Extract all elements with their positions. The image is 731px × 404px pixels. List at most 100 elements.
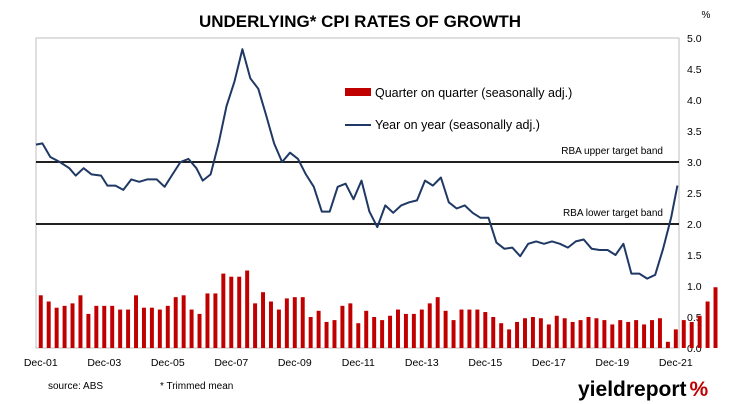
bar [118, 309, 123, 348]
bar [356, 323, 361, 348]
bar [689, 321, 694, 348]
bar [181, 295, 186, 348]
reference-line-label: RBA lower target band [563, 208, 663, 219]
bar [380, 320, 385, 348]
bar [173, 297, 178, 348]
svg-text:yieldreport%: yieldreport% [578, 378, 709, 401]
y-tick-label: 3.0 [687, 157, 702, 169]
x-tick-label: Dec-21 [659, 357, 693, 369]
chart-title: UNDERLYING* CPI RATES OF GROWTH [199, 12, 521, 31]
bar [594, 318, 599, 348]
legend-swatch-quarter-on-quarter [345, 88, 371, 96]
y-tick-label: 4.5 [687, 64, 702, 76]
bar [546, 324, 551, 348]
bar [554, 315, 559, 348]
bar [276, 309, 281, 348]
reference-line-label: RBA upper target band [561, 146, 663, 157]
bar [332, 320, 337, 348]
bar [102, 305, 107, 348]
bar [515, 321, 520, 348]
logo-text-yield: yield [578, 378, 626, 401]
y-tick-label: 2.0 [687, 219, 702, 231]
bar [348, 303, 353, 348]
bar [308, 317, 313, 348]
bar [388, 315, 393, 348]
x-tick-label: Dec-03 [87, 357, 121, 369]
trimmed-mean-note: * Trimmed mean [160, 381, 233, 392]
bar [713, 287, 718, 348]
bar [427, 303, 432, 348]
bar [396, 309, 400, 348]
bar [665, 341, 670, 348]
logo-percent-icon: % [690, 378, 709, 401]
bar [419, 309, 424, 348]
x-tick-label: Dec-07 [214, 357, 248, 369]
bar [499, 323, 504, 348]
bar [54, 307, 59, 348]
bar [70, 303, 75, 348]
x-axis: Dec-01 Dec-03 Dec-05 Dec-07 Dec-09 Dec-11 Dec-… [24, 357, 693, 369]
x-tick-label: Dec-11 [342, 357, 375, 369]
bar [562, 318, 567, 348]
bar [372, 317, 377, 348]
bar [602, 320, 607, 348]
bar [578, 320, 583, 348]
bar [292, 297, 297, 348]
bar [300, 297, 305, 348]
y-tick-label: 1.5 [687, 250, 702, 262]
legend-label-quarter-on-quarter: Quarter on quarter (seasonally adj.) [375, 86, 572, 100]
bar [261, 292, 266, 348]
y-axis-unit-label: % [702, 10, 711, 21]
x-tick-label: Dec-01 [24, 357, 58, 369]
bar [221, 273, 226, 348]
bar [94, 305, 99, 348]
x-tick-label: Dec-15 [468, 357, 502, 369]
bar [642, 324, 647, 348]
bar [364, 310, 369, 348]
bar [197, 313, 202, 348]
bar [697, 315, 702, 348]
bar [284, 298, 289, 348]
bar [149, 307, 154, 348]
y-tick-label: 5.0 [687, 33, 702, 45]
bar [673, 329, 678, 348]
source-note: source: ABS [48, 381, 103, 392]
bar [46, 301, 51, 348]
y-tick-label: 3.5 [687, 126, 702, 138]
bar [268, 301, 273, 348]
bar [62, 305, 67, 348]
bar [570, 321, 575, 348]
bar [610, 324, 615, 348]
legend-label-year-on-year: Year on year (seasonally adj.) [375, 118, 540, 132]
bar [530, 317, 535, 348]
bar-series [38, 270, 718, 348]
bar [459, 309, 464, 348]
bar [705, 301, 710, 348]
bar [205, 293, 210, 348]
bar [245, 270, 250, 348]
bar [586, 317, 591, 348]
bar [237, 276, 242, 348]
series-line [35, 48, 679, 280]
bar [229, 276, 234, 348]
bar [316, 310, 321, 348]
bar [253, 303, 258, 348]
bar [657, 318, 662, 348]
reference-lines: RBA upper target band RBA lower target ba… [36, 146, 679, 225]
x-tick-label: Dec-05 [151, 357, 185, 369]
bar [634, 320, 639, 348]
legend: Quarter on quarter (seasonally adj.) Yea… [345, 86, 572, 132]
y-tick-label: 1.0 [687, 281, 702, 293]
bar [126, 309, 131, 348]
bar [618, 320, 623, 348]
bar [86, 313, 91, 348]
x-tick-label: Dec-09 [278, 357, 312, 369]
bar [411, 313, 416, 348]
bar [507, 329, 512, 348]
bar [340, 305, 345, 348]
bar [78, 295, 83, 348]
bar [213, 293, 218, 348]
bar [626, 321, 631, 348]
bar [165, 305, 170, 348]
